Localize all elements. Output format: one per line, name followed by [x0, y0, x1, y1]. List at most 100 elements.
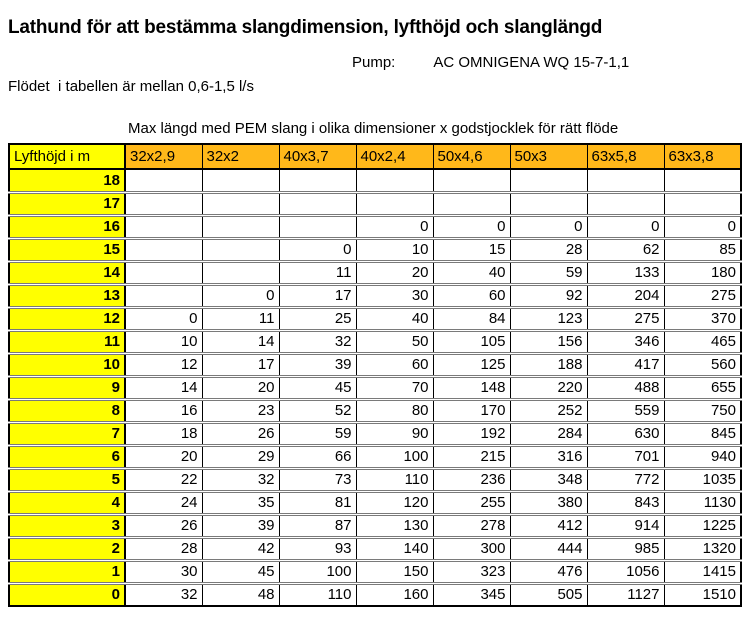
table-row: 3 26 39 87 130 278 412 914 1225	[9, 512, 741, 537]
value-cell: 215	[432, 443, 510, 468]
table-row: 17	[9, 190, 741, 215]
value-cell: 120	[355, 489, 433, 514]
value-cell: 80	[355, 397, 433, 422]
value-cell: 255	[432, 489, 510, 514]
value-cell: 316	[509, 443, 587, 468]
value-cell: 0	[432, 213, 510, 238]
value-cell: 0	[355, 213, 433, 238]
table-row: 12 0 11 25 40 84 123 275 370	[9, 305, 741, 330]
table-row: 18	[9, 168, 741, 192]
value-cell: 39	[278, 351, 356, 376]
table-row: 11 10 14 32 50 105 156 346 465	[9, 328, 741, 353]
value-cell: 52	[278, 397, 356, 422]
row-label-cell: 10	[9, 351, 126, 376]
value-cell: 28	[509, 236, 587, 261]
dimension-header-cell: 40x2,4	[355, 144, 433, 170]
value-cell: 10	[355, 236, 433, 261]
page-title: Lathund för att bestämma slangdimension,…	[8, 16, 603, 38]
value-cell	[201, 236, 279, 261]
table-row: 7 18 26 59 90 192 284 630 845	[9, 420, 741, 445]
value-cell: 701	[586, 443, 664, 468]
value-cell: 30	[124, 558, 202, 583]
value-cell: 1225	[663, 512, 741, 537]
value-cell: 50	[355, 328, 433, 353]
value-cell: 130	[355, 512, 433, 537]
value-cell: 1320	[663, 535, 741, 560]
dimension-header-cell: 40x3,7	[278, 144, 356, 170]
value-cell: 73	[278, 466, 356, 491]
value-cell	[586, 190, 664, 215]
value-cell: 32	[124, 581, 202, 606]
table-row: 15 0 10 15 28 62 85	[9, 236, 741, 261]
dimension-header-cell: 32x2,9	[124, 144, 202, 170]
row-label-cell: 8	[9, 397, 126, 422]
row-label-cell: 12	[9, 305, 126, 330]
flow-note: Flödet i tabellen är mellan 0,6-1,5 l/s	[8, 78, 254, 95]
value-cell	[124, 213, 202, 238]
value-cell: 1510	[663, 581, 741, 606]
value-cell	[201, 213, 279, 238]
value-cell	[124, 259, 202, 284]
value-cell: 0	[124, 305, 202, 330]
value-cell: 0	[663, 213, 741, 238]
value-cell: 417	[586, 351, 664, 376]
value-cell: 60	[355, 351, 433, 376]
row-label-cell: 6	[9, 443, 126, 468]
table-row: 6 20 29 66 100 215 316 701 940	[9, 443, 741, 468]
value-cell: 10	[124, 328, 202, 353]
value-cell: 284	[509, 420, 587, 445]
table-row: 0 32 48 110 160 345 505 1127 1510	[9, 581, 741, 606]
value-cell: 60	[432, 282, 510, 307]
value-cell: 123	[509, 305, 587, 330]
value-cell	[278, 168, 356, 192]
table-row: 8 16 23 52 80 170 252 559 750	[9, 397, 741, 422]
value-cell: 985	[586, 535, 664, 560]
value-cell: 140	[355, 535, 433, 560]
table-row: 9 14 20 45 70 148 220 488 655	[9, 374, 741, 399]
value-cell: 0	[278, 236, 356, 261]
value-cell: 220	[509, 374, 587, 399]
value-cell: 28	[124, 535, 202, 560]
row-label-cell: 2	[9, 535, 126, 560]
value-cell	[432, 190, 510, 215]
value-cell: 1130	[663, 489, 741, 514]
value-cell: 90	[355, 420, 433, 445]
value-cell: 156	[509, 328, 587, 353]
value-cell: 914	[586, 512, 664, 537]
row-label-cell: 1	[9, 558, 126, 583]
value-cell: 11	[278, 259, 356, 284]
value-cell: 42	[201, 535, 279, 560]
value-cell	[201, 259, 279, 284]
table-row: 5 22 32 73 110 236 348 772 1035	[9, 466, 741, 491]
value-cell: 45	[278, 374, 356, 399]
table-row: 1 30 45 100 150 323 476 1056 1415	[9, 558, 741, 583]
value-cell: 0	[509, 213, 587, 238]
value-cell: 11	[201, 305, 279, 330]
value-cell	[355, 168, 433, 192]
table-row: 4 24 35 81 120 255 380 843 1130	[9, 489, 741, 514]
value-cell: 100	[355, 443, 433, 468]
value-cell: 0	[201, 282, 279, 307]
value-cell: 26	[124, 512, 202, 537]
value-cell	[201, 190, 279, 215]
value-cell: 15	[432, 236, 510, 261]
value-cell: 17	[201, 351, 279, 376]
value-cell: 370	[663, 305, 741, 330]
value-cell	[124, 190, 202, 215]
row-label-cell: 5	[9, 466, 126, 491]
row-label-cell: 13	[9, 282, 126, 307]
value-cell: 25	[278, 305, 356, 330]
value-cell: 81	[278, 489, 356, 514]
dimension-header-cell: 32x2	[201, 144, 279, 170]
table-row: 2 28 42 93 140 300 444 985 1320	[9, 535, 741, 560]
table-row: 13 0 17 30 60 92 204 275	[9, 282, 741, 307]
value-cell: 105	[432, 328, 510, 353]
value-cell: 348	[509, 466, 587, 491]
value-cell: 40	[432, 259, 510, 284]
value-cell: 465	[663, 328, 741, 353]
value-cell: 476	[509, 558, 587, 583]
table-body: 18 17 16 0 0 0 0 0 15 0 10 15 28 62 85 14 11 20 40 59 133 180…	[9, 168, 741, 606]
value-cell: 0	[586, 213, 664, 238]
value-cell	[663, 168, 741, 192]
